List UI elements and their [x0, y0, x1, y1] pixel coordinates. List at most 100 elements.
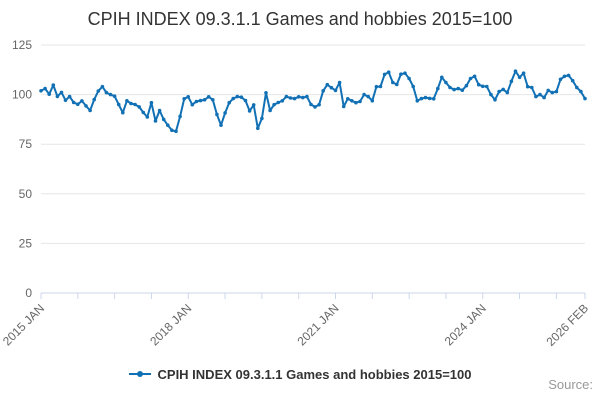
data-point-marker[interactable]	[440, 75, 444, 80]
data-point-marker[interactable]	[178, 114, 182, 119]
data-point-marker[interactable]	[395, 82, 399, 87]
data-point-marker[interactable]	[566, 73, 571, 78]
data-point-marker[interactable]	[149, 100, 154, 105]
data-point-marker[interactable]	[313, 105, 317, 109]
data-point-marker[interactable]	[276, 100, 281, 105]
data-point-marker[interactable]	[583, 96, 587, 101]
data-point-marker[interactable]	[190, 102, 195, 107]
data-point-marker[interactable]	[174, 129, 178, 134]
data-point-marker[interactable]	[133, 102, 137, 107]
data-point-marker[interactable]	[493, 98, 497, 102]
data-point-marker[interactable]	[223, 111, 227, 115]
data-point-marker[interactable]	[247, 109, 252, 113]
data-point-marker[interactable]	[129, 101, 133, 106]
data-point-marker[interactable]	[211, 98, 215, 102]
data-point-marker[interactable]	[570, 78, 575, 83]
data-point-marker[interactable]	[272, 102, 276, 107]
data-point-marker[interactable]	[472, 74, 477, 79]
data-point-marker[interactable]	[530, 85, 534, 90]
data-point-marker[interactable]	[166, 123, 170, 127]
data-point-marker[interactable]	[399, 72, 403, 76]
data-point-marker[interactable]	[264, 91, 268, 95]
data-point-marker[interactable]	[358, 99, 362, 104]
data-point-marker[interactable]	[63, 98, 68, 102]
data-point-marker[interactable]	[341, 104, 346, 109]
data-point-marker[interactable]	[370, 99, 375, 103]
data-point-marker[interactable]	[460, 88, 465, 92]
data-point-marker[interactable]	[468, 76, 473, 81]
data-point-marker[interactable]	[321, 89, 326, 93]
data-point-marker[interactable]	[71, 100, 76, 105]
data-point-marker[interactable]	[47, 92, 51, 96]
data-point-marker[interactable]	[296, 95, 301, 99]
data-point-marker[interactable]	[292, 96, 297, 101]
data-point-marker[interactable]	[145, 115, 150, 119]
legend-item[interactable]: CPIH INDEX 09.3.1.1 Games and hobbies 20…	[0, 365, 600, 383]
data-point-marker[interactable]	[415, 99, 420, 103]
data-point-marker[interactable]	[382, 72, 387, 77]
data-point-marker[interactable]	[509, 79, 514, 84]
data-point-marker[interactable]	[419, 96, 424, 101]
data-point-marker[interactable]	[227, 100, 231, 105]
data-point-marker[interactable]	[391, 80, 395, 85]
data-point-marker[interactable]	[157, 108, 162, 113]
data-point-marker[interactable]	[480, 84, 485, 89]
data-point-marker[interactable]	[255, 126, 260, 131]
data-point-marker[interactable]	[350, 99, 354, 103]
data-point-marker[interactable]	[444, 80, 448, 85]
data-point-marker[interactable]	[386, 70, 391, 74]
data-point-marker[interactable]	[525, 84, 530, 89]
data-point-marker[interactable]	[251, 103, 256, 107]
data-point-marker[interactable]	[55, 94, 60, 99]
data-point-marker[interactable]	[76, 102, 80, 107]
data-point-marker[interactable]	[325, 82, 330, 87]
data-point-marker[interactable]	[80, 99, 84, 103]
data-point-marker[interactable]	[407, 76, 411, 81]
data-point-marker[interactable]	[562, 74, 567, 79]
data-point-marker[interactable]	[239, 95, 244, 99]
data-point-marker[interactable]	[301, 95, 305, 100]
data-point-marker[interactable]	[112, 94, 117, 98]
data-point-marker[interactable]	[554, 89, 559, 94]
data-point-marker[interactable]	[182, 97, 186, 101]
data-point-marker[interactable]	[354, 100, 358, 105]
data-point-marker[interactable]	[505, 90, 510, 95]
data-point-marker[interactable]	[260, 116, 264, 121]
data-point-marker[interactable]	[88, 108, 92, 113]
data-point-marker[interactable]	[198, 98, 203, 103]
data-point-marker[interactable]	[121, 110, 125, 115]
data-point-marker[interactable]	[202, 98, 207, 102]
data-point-marker[interactable]	[288, 96, 293, 100]
data-point-marker[interactable]	[59, 90, 64, 95]
data-point-marker[interactable]	[219, 123, 223, 127]
data-point-marker[interactable]	[137, 105, 141, 109]
data-point-marker[interactable]	[215, 112, 219, 117]
data-point-marker[interactable]	[305, 94, 309, 99]
data-point-marker[interactable]	[337, 80, 342, 85]
data-point-marker[interactable]	[374, 84, 379, 89]
data-point-marker[interactable]	[542, 95, 546, 100]
data-point-marker[interactable]	[550, 90, 555, 95]
data-point-marker[interactable]	[284, 94, 289, 99]
series-line[interactable]	[40, 70, 586, 133]
data-point-marker[interactable]	[452, 87, 456, 92]
data-point-marker[interactable]	[194, 99, 199, 104]
data-point-marker[interactable]	[39, 89, 43, 93]
data-point-marker[interactable]	[489, 92, 493, 97]
data-point-marker[interactable]	[431, 97, 436, 101]
data-point-marker[interactable]	[96, 89, 101, 93]
data-point-marker[interactable]	[170, 128, 174, 133]
data-point-marker[interactable]	[141, 110, 146, 115]
data-point-marker[interactable]	[116, 102, 121, 107]
data-point-marker[interactable]	[84, 104, 88, 108]
data-point-marker[interactable]	[436, 86, 440, 91]
data-point-marker[interactable]	[579, 89, 583, 94]
data-point-marker[interactable]	[67, 94, 72, 99]
data-point-marker[interactable]	[280, 99, 285, 103]
data-point-marker[interactable]	[100, 84, 105, 89]
data-point-marker[interactable]	[501, 87, 506, 92]
data-point-marker[interactable]	[362, 92, 366, 97]
data-point-marker[interactable]	[546, 88, 550, 93]
data-point-marker[interactable]	[403, 71, 407, 75]
